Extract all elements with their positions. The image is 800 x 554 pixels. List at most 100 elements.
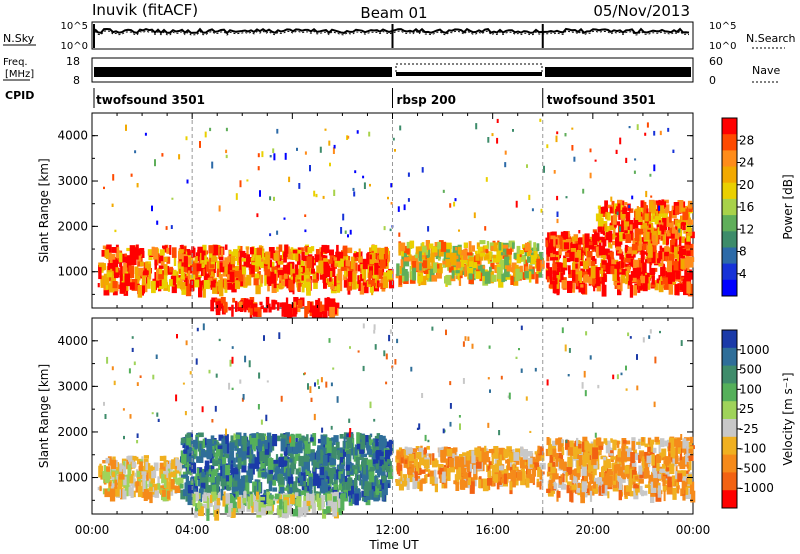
echo-cell	[144, 266, 147, 274]
nave-tick-top: 60	[709, 55, 723, 68]
echo-cell	[491, 133, 494, 137]
echo-cell	[187, 270, 191, 280]
echo-cell	[190, 439, 197, 446]
echo-cell	[335, 260, 338, 264]
echo-cell	[659, 205, 664, 214]
echo-cell	[190, 480, 194, 487]
echo-cell	[449, 403, 452, 409]
echo-cell	[142, 272, 149, 276]
echo-cell	[352, 278, 357, 290]
echo-cell	[185, 473, 188, 486]
echo-cell	[287, 493, 292, 499]
echo-cell	[187, 484, 194, 494]
echo-cell	[180, 266, 185, 280]
echo-cell	[184, 277, 188, 286]
echo-cell	[339, 278, 343, 292]
colorbar-tick-label: 16	[739, 200, 754, 214]
echo-cell	[244, 298, 249, 306]
echo-cell	[508, 459, 513, 468]
echo-cell	[586, 268, 591, 275]
echo-cell	[583, 370, 586, 378]
echo-cell	[133, 361, 136, 366]
echo-cell	[144, 283, 148, 293]
echo-cell	[588, 276, 593, 284]
echo-cell	[183, 449, 188, 454]
echo-cell	[289, 436, 292, 443]
echo-cell	[195, 252, 200, 262]
echo-cell	[648, 481, 653, 494]
echo-cell	[686, 232, 692, 237]
echo-cell	[187, 480, 193, 488]
echo-cell	[353, 257, 359, 262]
echo-cell	[211, 271, 214, 277]
echo-cell	[171, 197, 174, 200]
echo-cell	[158, 255, 164, 264]
echo-cell	[303, 496, 307, 506]
echo-cell	[685, 264, 690, 276]
echo-cell	[499, 454, 502, 467]
echo-cell	[471, 450, 476, 464]
echo-cell	[218, 434, 224, 441]
echo-cell	[473, 212, 476, 219]
echo-cell	[152, 483, 158, 495]
echo-cell	[449, 203, 452, 208]
echo-cell	[240, 461, 246, 465]
echo-cell	[578, 230, 581, 234]
echo-cell	[641, 209, 645, 215]
echo-cell	[496, 118, 499, 123]
echo-cell	[585, 244, 589, 257]
echo-cell	[589, 244, 595, 250]
echo-cell	[297, 507, 303, 517]
echo-cell	[605, 473, 609, 477]
echo-cell	[375, 280, 379, 289]
echo-cell	[536, 478, 539, 484]
echo-cell	[436, 270, 442, 279]
echo-cell	[356, 432, 360, 445]
echo-cell	[502, 244, 509, 249]
echo-cell	[278, 332, 281, 339]
echo-cell	[345, 260, 350, 267]
echo-cell	[104, 488, 111, 498]
echo-cell	[668, 442, 671, 452]
echo-cell	[329, 500, 334, 512]
echo-cell	[111, 203, 114, 207]
echo-cell	[358, 280, 361, 291]
echo-cell	[201, 250, 206, 261]
echo-cell	[466, 460, 472, 473]
echo-cell	[141, 275, 146, 286]
echo-cell	[221, 438, 224, 446]
echo-cell	[198, 506, 204, 517]
nsky-right-label: N.Search	[746, 32, 796, 45]
echo-cell	[312, 433, 317, 446]
echo-cell	[383, 350, 386, 357]
echo-cell	[159, 468, 165, 479]
echo-cell	[288, 499, 291, 511]
echo-cell	[679, 283, 683, 291]
echo-cell	[508, 392, 511, 400]
echo-cell	[304, 440, 308, 445]
echo-cell	[107, 456, 112, 466]
echo-cell	[667, 260, 672, 273]
echo-cell	[449, 466, 456, 473]
echo-cell	[490, 245, 494, 251]
echo-cell	[283, 463, 289, 473]
echo-cell	[272, 479, 277, 486]
echo-cell	[553, 170, 556, 174]
freq-tick-top: 18	[66, 55, 80, 68]
echo-cell	[230, 467, 234, 475]
beam-title: Beam 01	[360, 4, 427, 22]
echo-cell	[139, 275, 143, 279]
echo-cell	[463, 467, 467, 478]
echo-cell	[552, 231, 557, 237]
freq-band-c	[545, 67, 691, 77]
echo-cell	[506, 265, 512, 272]
echo-cell	[602, 264, 607, 270]
echo-cell	[208, 245, 214, 254]
echo-cell	[348, 271, 353, 282]
echo-cell	[529, 430, 532, 433]
echo-cell	[243, 303, 249, 308]
echo-cell	[352, 437, 355, 448]
echo-cell	[328, 486, 332, 494]
echo-cell	[383, 276, 388, 286]
echo-cell	[263, 335, 265, 341]
